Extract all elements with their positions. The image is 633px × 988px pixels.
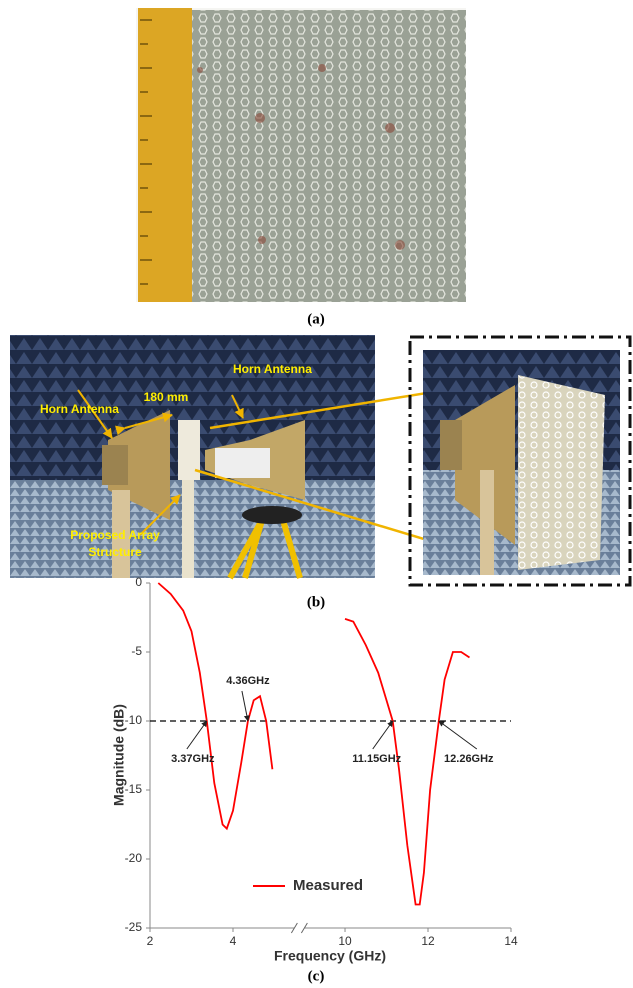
y-tick-label: -25 [125,920,143,934]
annotation-arrow [242,691,248,721]
y-tick-label: -20 [125,851,143,865]
y-tick-label: -10 [125,713,143,727]
annotation-label: 4.36GHz [226,675,270,687]
photo-label: Structure [88,545,142,559]
data-line [158,583,469,905]
caption: (a) [307,311,325,327]
photo-label: Horn Antenna [233,362,312,376]
annotation-arrow [439,721,477,749]
chart: 0 -5 -10 -15 -20 -25 2 4 10 12 14 Measured 3.37GHz 4.… [125,575,518,948]
y-tick-label: -5 [131,644,142,658]
photo-label: Proposed Array [70,528,160,542]
x-tick-label: 4 [230,934,237,948]
y-tick-label: -15 [125,782,143,796]
x-tick-label: 14 [504,934,518,948]
x-tick-label: 2 [147,934,154,948]
annotation-arrow [373,721,393,749]
annotation-arrow [187,721,207,749]
caption: (c) [308,968,325,984]
caption: (b) [307,594,325,610]
figure: (a) Horn Antenna 180 mm Horn Antenna Pro… [0,0,633,988]
photo-label: Horn Antenna [40,402,119,416]
annotation-label: 12.26GHz [444,753,494,765]
y-axis-title: Magnitude (dB) [111,704,127,806]
photo-board [136,8,466,302]
x-tick-label: 10 [338,934,352,948]
annotation-label: 3.37GHz [171,753,215,765]
x-tick-label: 12 [421,934,435,948]
annotation-label: 11.15GHz [352,753,401,765]
y-tick-label: 0 [135,575,142,589]
legend-label: Measured [293,877,363,894]
x-axis-title: Frequency (GHz) [274,948,386,964]
photo-label: 180 mm [144,390,189,404]
